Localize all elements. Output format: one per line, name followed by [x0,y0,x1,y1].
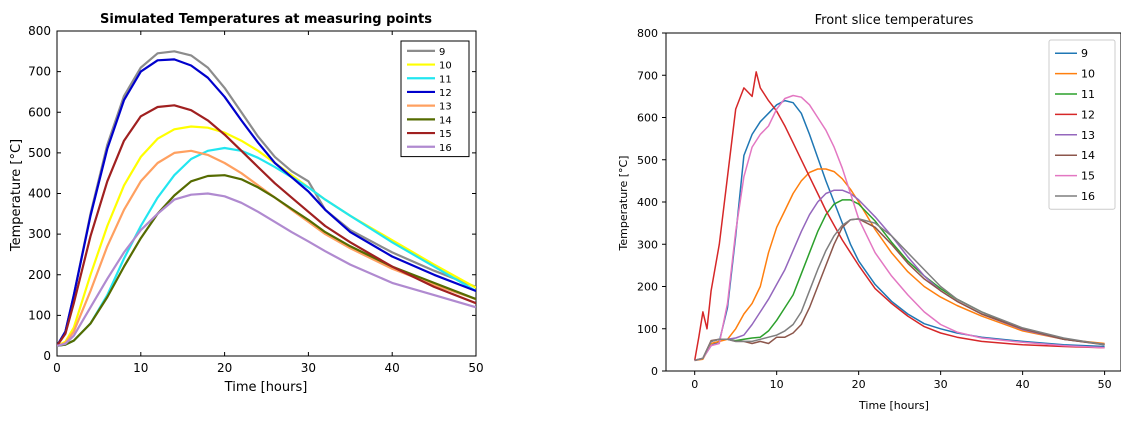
left-series-line-14 [57,174,476,347]
left-plot-area: 0 100 200 300 400 500 600 700 800 0 10 20 30 40 50 9 10 1… [28,24,484,375]
right-ytick-label: 400 [637,196,658,209]
right-chart-ylabel: Temperature [°C] [617,156,630,252]
right-xtick-label: 30 [934,378,948,391]
right-legend-label-12: 12 [1081,108,1095,121]
left-ytick-label: 600 [28,105,51,119]
right-chart-title: Front slice temperatures [815,13,974,28]
right-series-line-12 [693,71,1105,361]
right-chart-xlabel: Time [hours] [858,399,929,412]
right-series-line-11 [694,199,1105,362]
right-legend-box [1048,39,1116,210]
right-legend-label-10: 10 [1081,68,1095,81]
right-legend: 9 10 11 12 13 14 15 16 [1048,39,1116,210]
left-ytick-label: 100 [28,308,51,322]
left-series-line-15 [57,104,476,347]
left-ytick-label: 700 [28,65,51,79]
right-ytick-label: 200 [637,281,658,294]
right-ytick-label: 600 [637,112,658,125]
left-chart-ylabel: Temperature [°C] [9,139,24,252]
right-ytick-label: 300 [637,238,658,251]
left-xtick-label: 50 [468,361,483,375]
right-series-line-14 [694,218,1105,362]
right-legend-label-16: 16 [1081,190,1095,203]
left-legend-label-14: 14 [439,115,452,126]
right-ytick-label: 0 [651,365,658,378]
right-ytick-label: 800 [637,27,658,40]
right-xtick-label: 50 [1098,378,1112,391]
right-xtick-label: 40 [1016,378,1030,391]
left-legend-box [400,40,470,158]
right-legend-label-14: 14 [1081,149,1095,162]
left-xtick-label: 30 [301,361,316,375]
left-series-line-13 [57,149,476,347]
left-series-line-12 [57,58,476,347]
left-xtick-label: 40 [385,361,400,375]
right-series-line-15 [694,94,1105,362]
right-legend-label-9: 9 [1081,47,1088,60]
left-series-line-16 [57,192,476,347]
left-ytick-label: 300 [28,227,51,241]
left-legend-label-15: 15 [439,129,452,140]
left-chart-title: Simulated Temperatures at measuring poin… [100,12,432,27]
left-legend-label-9: 9 [439,47,445,58]
right-ytick-label: 700 [637,69,658,82]
right-xtick-label: 20 [852,378,866,391]
right-legend-label-15: 15 [1081,170,1095,183]
left-legend-label-13: 13 [439,102,452,113]
left-xtick-label: 20 [217,361,232,375]
left-legend-label-12: 12 [439,88,452,99]
right-series-line-10 [694,168,1105,362]
right-series-line-13 [694,189,1105,362]
right-xtick-label: 10 [770,378,784,391]
left-series-line-10 [57,125,476,347]
left-legend: 9 10 11 12 13 14 15 16 [400,40,470,158]
left-chart: Simulated Temperatures at measuring poin… [9,12,484,395]
left-ytick-label: 800 [28,24,51,38]
right-ytick-label: 100 [637,323,658,336]
left-xtick-label: 10 [133,361,148,375]
left-legend-label-10: 10 [439,61,452,72]
left-legend-label-16: 16 [439,143,452,154]
left-xtick-label: 0 [53,361,61,375]
left-ytick-label: 0 [43,349,51,363]
left-ytick-label: 500 [28,146,51,160]
left-ytick-label: 400 [28,187,51,201]
left-ytick-label: 200 [28,268,51,282]
left-series-line-11 [57,146,476,347]
right-ytick-label: 500 [637,154,658,167]
left-legend-label-11: 11 [439,74,452,85]
right-xtick-label: 0 [691,378,698,391]
right-legend-label-13: 13 [1081,129,1095,142]
right-series-line-16 [694,218,1105,362]
right-legend-label-11: 11 [1081,88,1095,101]
right-chart: Front slice temperatures Time [hours] Te… [617,13,1121,412]
left-chart-xlabel: Time [hours] [224,380,308,395]
right-plot-area: 0 100 200 300 400 500 600 700 800 0 10 20 30 40 50 9 10 1… [637,27,1121,391]
